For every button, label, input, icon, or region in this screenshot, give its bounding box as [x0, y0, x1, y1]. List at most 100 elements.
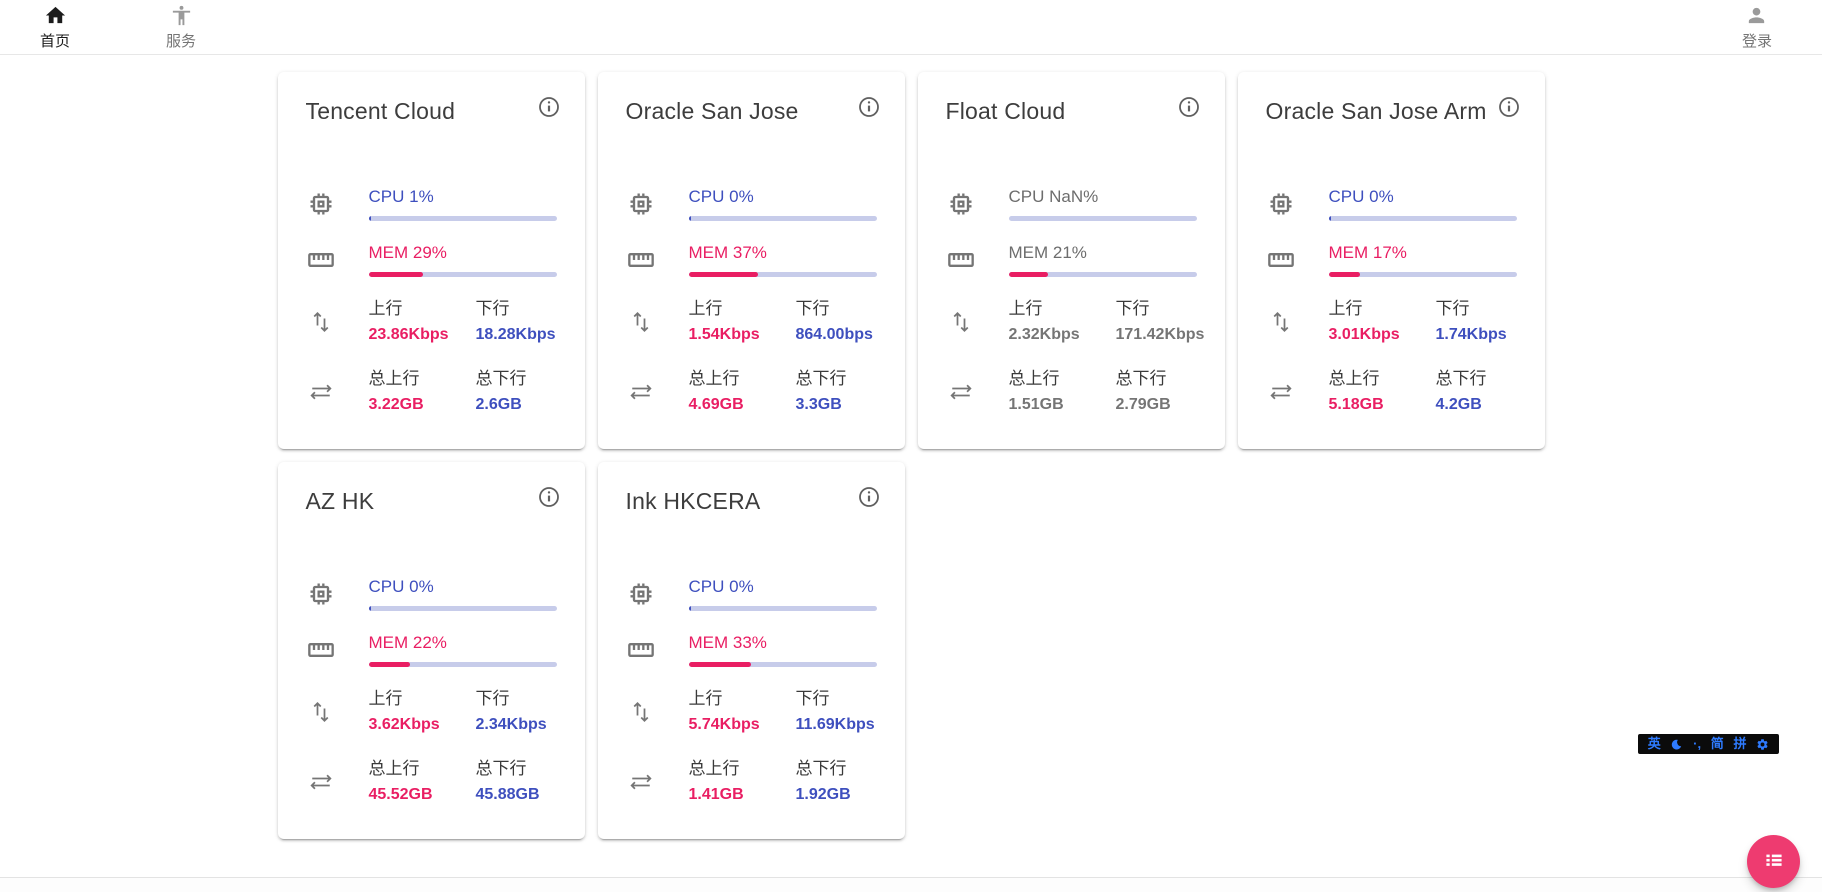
download-stat: 下行 1.74Kbps	[1436, 299, 1507, 344]
mem-meter: MEM 29%	[368, 243, 557, 277]
total-download-stat: 总下行 2.6GB	[476, 369, 527, 414]
card-metrics: CPU 0% MEM 17%	[1266, 187, 1517, 414]
download-value: 864.00bps	[795, 326, 873, 343]
upload-stat: 上行 2.32Kbps	[1009, 299, 1116, 344]
speed-stats: 上行 5.74Kbps 下行 11.69Kbps	[689, 689, 877, 734]
mem-progress-bar	[368, 272, 557, 277]
server-card: Oracle San Jose CPU 0%	[597, 72, 905, 449]
ime-punctuation-mode[interactable]: ·,	[1693, 736, 1702, 751]
mem-row: MEM 33%	[626, 633, 877, 667]
server-card: AZ HK CPU 0%	[277, 462, 585, 839]
total-download-stat: 总下行 45.88GB	[476, 759, 540, 804]
mem-row: MEM 17%	[1266, 243, 1517, 277]
cpu-label: CPU 0%	[688, 187, 754, 206]
total-upload-value: 1.41GB	[688, 786, 744, 803]
total-upload-value: 3.22GB	[368, 396, 424, 413]
nav-item-services[interactable]: 服务	[166, 4, 196, 50]
total-download-label: 总下行	[475, 759, 527, 778]
card-metrics: CPU 0% MEM 37%	[626, 187, 877, 414]
info-icon[interactable]	[857, 485, 881, 509]
total-row: 总上行 5.18GB 总下行 4.2GB	[1266, 369, 1517, 414]
speed-row: 上行 1.54Kbps 下行 864.00bps	[626, 299, 877, 344]
memory-ruler-icon	[306, 636, 336, 664]
mem-meter: MEM 21%	[1008, 243, 1197, 277]
mem-row: MEM 29%	[306, 243, 557, 277]
speed-row: 上行 3.62Kbps 下行 2.34Kbps	[306, 689, 557, 734]
swap-vertical-icon	[626, 308, 656, 336]
card-header: Oracle San Jose	[625, 97, 879, 125]
card-metrics: CPU 0% MEM 22%	[306, 577, 557, 804]
ime-simplified-mode[interactable]: 简	[1710, 736, 1724, 751]
total-upload-label: 总上行	[368, 759, 420, 778]
cpu-label: CPU 0%	[368, 577, 434, 596]
total-upload-stat: 总上行 1.51GB	[1009, 369, 1116, 414]
memory-ruler-icon	[1266, 246, 1296, 274]
upload-stat: 上行 3.01Kbps	[1329, 299, 1436, 344]
cpu-meter: CPU 0%	[368, 577, 557, 611]
nav-login-label: 登录	[1741, 33, 1772, 50]
cpu-progress-bar	[688, 606, 877, 611]
swap-vertical-icon	[946, 308, 976, 336]
total-download-value: 1.92GB	[795, 786, 851, 803]
ime-english-mode[interactable]: 英	[1647, 736, 1661, 751]
memory-ruler-icon	[626, 636, 656, 664]
ime-pinyin-mode[interactable]: 拼	[1733, 736, 1747, 751]
nav-item-login[interactable]: 登录	[1742, 4, 1772, 50]
info-icon[interactable]	[1177, 95, 1201, 119]
swap-horizontal-icon	[1266, 378, 1296, 406]
info-icon[interactable]	[1497, 95, 1521, 119]
download-stat: 下行 2.34Kbps	[476, 689, 547, 734]
total-upload-label: 总上行	[1008, 369, 1060, 388]
info-icon[interactable]	[537, 95, 561, 119]
speed-row: 上行 23.86Kbps 下行 18.28Kbps	[306, 299, 557, 344]
upload-label: 上行	[688, 689, 723, 708]
total-stats: 总上行 5.18GB 总下行 4.2GB	[1329, 369, 1517, 414]
total-stats: 总上行 4.69GB 总下行 3.3GB	[689, 369, 877, 414]
download-label: 下行	[795, 299, 830, 318]
ime-halfwidth-moon-icon[interactable]	[1670, 738, 1683, 751]
upload-value: 23.86Kbps	[368, 326, 449, 343]
total-upload-stat: 总上行 1.41GB	[689, 759, 796, 804]
accessibility-icon	[170, 4, 193, 32]
speed-row: 上行 5.74Kbps 下行 11.69Kbps	[626, 689, 877, 734]
server-card: Tencent Cloud CPU 1%	[277, 72, 585, 449]
total-stats: 总上行 1.41GB 总下行 1.92GB	[689, 759, 877, 804]
download-stat: 下行 18.28Kbps	[476, 299, 556, 344]
total-upload-label: 总上行	[688, 369, 740, 388]
cpu-row: CPU 0%	[626, 577, 877, 611]
cpu-label: CPU 1%	[368, 187, 434, 206]
server-name: Oracle San Jose	[625, 98, 799, 124]
server-card: Oracle San Jose Arm CPU 0%	[1237, 72, 1545, 449]
speed-stats: 上行 3.01Kbps 下行 1.74Kbps	[1329, 299, 1517, 344]
server-name: Ink HKCERA	[625, 488, 761, 514]
mem-label: MEM 29%	[368, 243, 447, 262]
mem-label: MEM 33%	[688, 633, 767, 652]
home-icon	[44, 4, 67, 32]
card-metrics: CPU 0% MEM 33%	[626, 577, 877, 804]
nav-item-home[interactable]: 首页	[40, 4, 70, 50]
card-header: Ink HKCERA	[625, 487, 879, 515]
total-upload-value: 4.69GB	[688, 396, 744, 413]
view-list-icon	[1761, 847, 1787, 876]
upload-value: 1.54Kbps	[688, 326, 760, 343]
upload-stat: 上行 3.62Kbps	[369, 689, 476, 734]
cpu-chip-icon	[946, 190, 976, 218]
cpu-label: CPU 0%	[688, 577, 754, 596]
info-icon[interactable]	[857, 95, 881, 119]
top-navbar: 首页 服务 登录	[0, 0, 1822, 55]
mem-progress-bar	[1328, 272, 1517, 277]
ime-settings-gear-icon[interactable]	[1756, 738, 1769, 751]
cpu-meter: CPU 1%	[368, 187, 557, 221]
total-upload-value: 5.18GB	[1328, 396, 1384, 413]
upload-value: 2.32Kbps	[1008, 326, 1080, 343]
download-stat: 下行 11.69Kbps	[796, 689, 875, 734]
server-list-fab-button[interactable]	[1747, 835, 1800, 888]
total-download-stat: 总下行 3.3GB	[796, 369, 847, 414]
cpu-meter: CPU 0%	[1328, 187, 1517, 221]
ime-toolbar: 英 ·, 简 拼	[1638, 734, 1779, 754]
total-download-stat: 总下行 2.79GB	[1116, 369, 1171, 414]
cpu-row: CPU 0%	[626, 187, 877, 221]
info-icon[interactable]	[537, 485, 561, 509]
upload-value: 3.62Kbps	[368, 716, 440, 733]
card-metrics: CPU 1% MEM 29%	[306, 187, 557, 414]
